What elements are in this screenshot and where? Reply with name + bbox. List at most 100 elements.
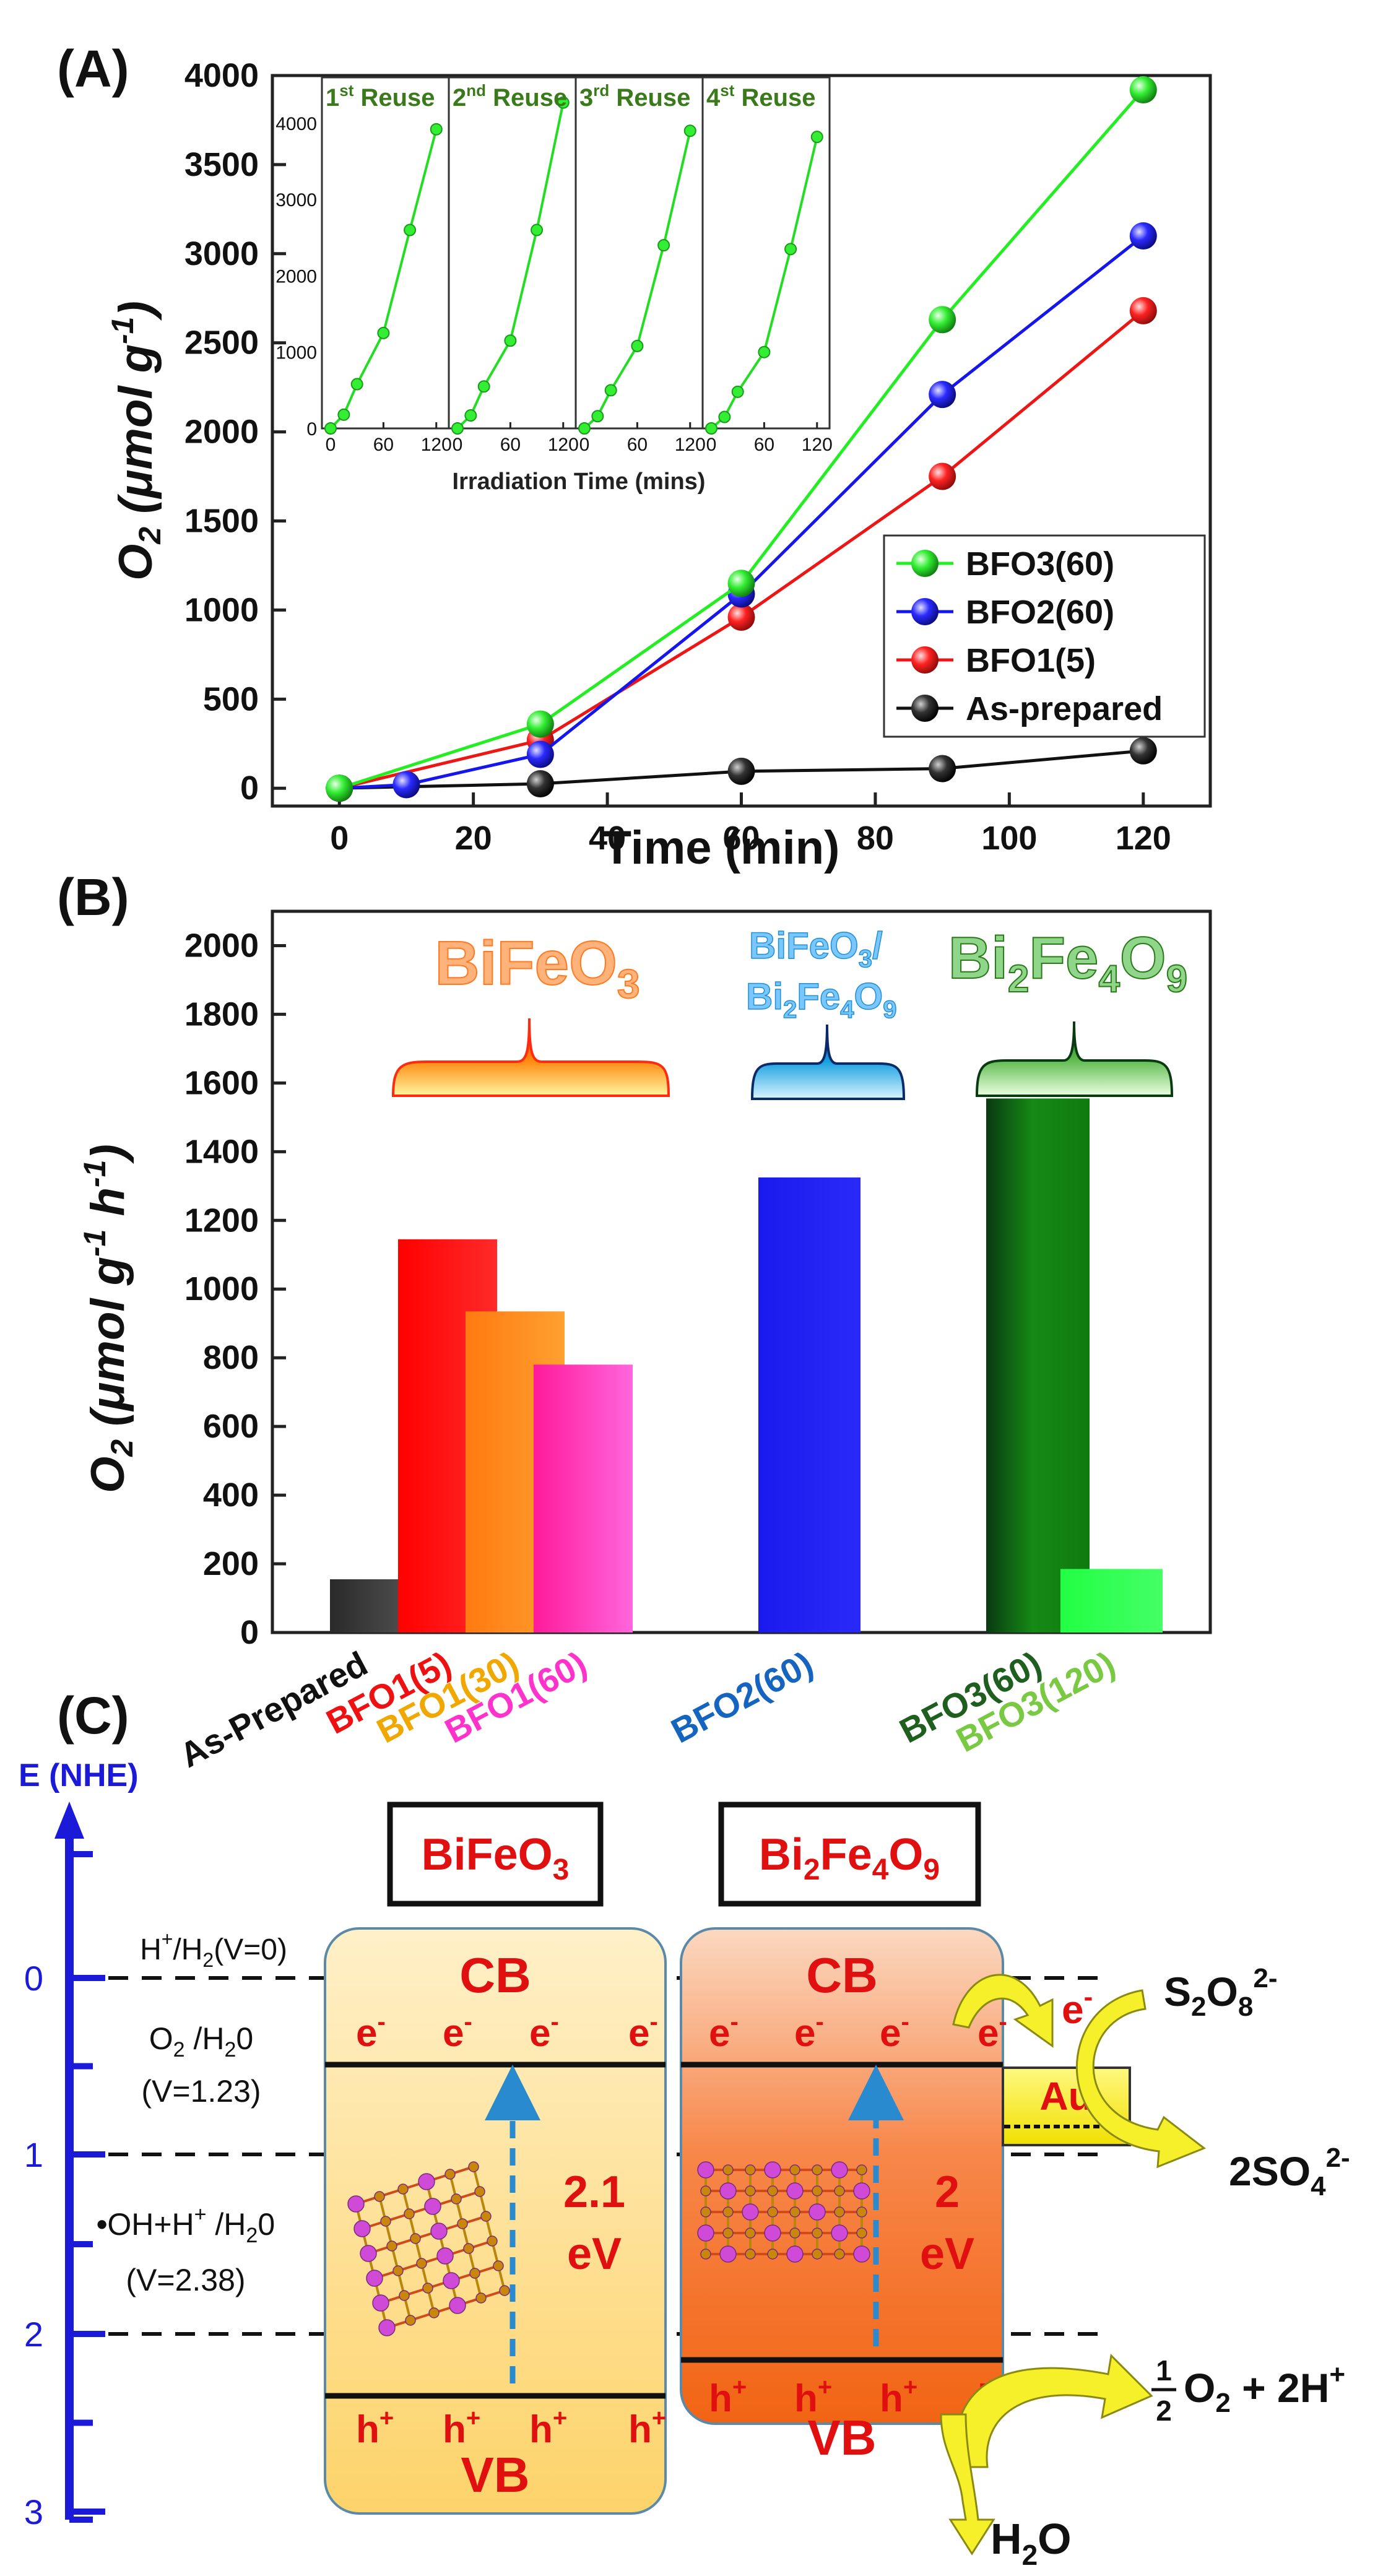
level-label-oh-line2: (V=2.38) [126, 2263, 245, 2297]
inset-data-point [350, 378, 363, 391]
inset-x-tick-label: 60 [754, 435, 774, 455]
data-point [929, 381, 956, 409]
y-tick-label: 500 [203, 680, 259, 718]
vb-label-bi2fe4o9: VB [807, 2410, 876, 2465]
data-point [929, 306, 956, 334]
crystal-atom [722, 2206, 734, 2218]
crystal-atom [745, 2164, 756, 2175]
inset-data-point [404, 223, 417, 236]
crystal-atom [386, 2240, 397, 2252]
data-point [727, 757, 755, 785]
group-label-composite-line1: BiFeO3/ [749, 925, 883, 973]
crystal-structure-bifeo3 [347, 2161, 510, 2336]
crystal-atom [468, 2161, 479, 2172]
crystal-atom [404, 2208, 415, 2219]
crystal-atom [374, 2191, 385, 2202]
group-label-bifeo3: BiFeO3 [435, 929, 639, 1007]
category-label: BFO2(60) [665, 1644, 819, 1750]
crystal-atom [399, 2290, 410, 2301]
panel-b-bars [330, 1098, 1163, 1633]
panel-b-ylabel: O2 (μmol g-1 h-1) [77, 1144, 139, 1493]
inset-data-point [337, 408, 350, 421]
crystal-atom [444, 2169, 456, 2180]
inset-x-tick-label: 0 [579, 435, 590, 455]
crystal-atom [410, 2233, 421, 2244]
ylabel-sub: 2 [132, 527, 167, 545]
inset-data-point [718, 410, 731, 423]
holes-bifeo3: h+ h+ h+ h+ [356, 2405, 666, 2451]
inset-x-tick-label: 0 [326, 435, 336, 455]
inset-data-point [531, 223, 544, 236]
crystal-atom [767, 2206, 778, 2218]
data-point [929, 462, 956, 490]
inset-subpanel-title: 2nd Reuse [453, 81, 567, 111]
panel-b-label: (B) [57, 868, 129, 926]
crystal-atom [700, 2185, 711, 2197]
panel-a-legend: BFO3(60) BFO2(60) BFO1(5) As-prepared [883, 534, 1206, 738]
inset-data-point [451, 422, 464, 435]
crystal-atom [366, 2270, 383, 2287]
panel-b-axes: 0 200 400 600 800 1000 1200 1400 1600 1800 2000 [184, 927, 286, 1651]
legend-label: BFO1(5) [966, 642, 1096, 679]
legend-marker [911, 646, 939, 674]
crystal-atom [812, 2227, 823, 2239]
crystal-atom [745, 2249, 756, 2260]
inset-subpanel-title: 4st Reuse [706, 81, 816, 111]
inset-x-tick-label: 120 [802, 435, 833, 455]
ylabel-o: O [110, 544, 162, 581]
crystal-atom [697, 2161, 714, 2179]
data-point [1129, 222, 1157, 250]
y-tick-label: 2000 [184, 414, 259, 451]
y-tick-label: 3500 [184, 146, 259, 183]
crystal-atom [764, 2224, 781, 2242]
electron: e- [709, 2008, 739, 2055]
legend-label: BFO3(60) [966, 545, 1114, 583]
inset-x-tick-label: 120 [675, 435, 706, 455]
group-label-bi2fe4o9: Bi2Fe4O9 [948, 925, 1187, 1000]
panel-b-plot-frame [271, 909, 1212, 1634]
inset-data-point [464, 409, 477, 422]
hole: h+ [880, 2374, 917, 2420]
panel-a-xlabel: Time (min) [603, 822, 840, 874]
crystal-atom [764, 2161, 781, 2179]
inset-subpanel [701, 76, 831, 430]
y-tick-label: 1000 [184, 591, 259, 628]
legend-marker [911, 695, 939, 722]
x-tick-label: 20 [455, 820, 492, 857]
inset-data-point [477, 380, 490, 393]
data-point [392, 771, 420, 799]
inset-data-point [784, 243, 797, 256]
bar-bfo1-60- [534, 1364, 633, 1633]
ylabel-unit: (μmol g [110, 344, 162, 514]
data-point [1129, 737, 1157, 765]
energy-axis-title: E (NHE) [19, 1758, 139, 1793]
crystal-atom [405, 2315, 416, 2326]
panel-c-label: (C) [57, 1686, 129, 1745]
inset-data-point [578, 422, 591, 435]
crystal-atom [834, 2206, 845, 2218]
crystal-atom [745, 2185, 756, 2197]
crystal-atom [834, 2249, 845, 2260]
crystal-atom [700, 2206, 711, 2218]
data-point [929, 755, 956, 783]
energy-axis: 0 1 2 3 [24, 1802, 105, 2531]
material-title-bifeo3: BiFeO3 [387, 1802, 604, 1907]
group-label-composite-line2: Bi2Fe4O9 [746, 976, 896, 1023]
group-cap-bi2fe4o9: Bi2Fe4O9 [948, 924, 1188, 1097]
inset-data-point [430, 123, 443, 136]
data-point [326, 774, 353, 802]
band-gap-bi2fe4o9-unit: eV [920, 2229, 974, 2279]
svg-text:2: 2 [1156, 2395, 1172, 2427]
inset-x-tick-label: 0 [453, 435, 463, 455]
electron: e- [443, 2008, 472, 2055]
crystal-atom [449, 2297, 466, 2314]
legend-label: As-prepared [966, 690, 1163, 727]
b-ylabel-mid: h [82, 1187, 134, 1229]
level-label-o2-line1: O2 /H20 [149, 2021, 253, 2062]
crystal-atom [831, 2161, 848, 2179]
ylabel-sup: -1 [105, 316, 140, 344]
x-tick-label: 80 [857, 820, 894, 857]
crystal-atom [422, 2283, 433, 2294]
y-tick-label: 3000 [184, 235, 259, 272]
